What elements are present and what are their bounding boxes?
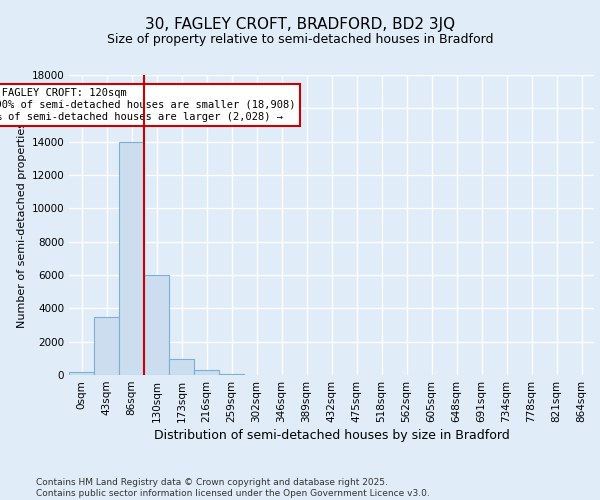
- X-axis label: Distribution of semi-detached houses by size in Bradford: Distribution of semi-detached houses by …: [154, 429, 509, 442]
- Text: 30, FAGLEY CROFT, BRADFORD, BD2 3JQ: 30, FAGLEY CROFT, BRADFORD, BD2 3JQ: [145, 18, 455, 32]
- Text: Size of property relative to semi-detached houses in Bradford: Size of property relative to semi-detach…: [107, 32, 493, 46]
- Bar: [219, 374, 244, 375]
- Bar: [194, 370, 219, 375]
- Bar: [169, 359, 194, 375]
- Y-axis label: Number of semi-detached properties: Number of semi-detached properties: [17, 122, 27, 328]
- Text: Contains HM Land Registry data © Crown copyright and database right 2025.
Contai: Contains HM Land Registry data © Crown c…: [36, 478, 430, 498]
- Bar: [94, 316, 119, 375]
- Bar: [119, 142, 144, 375]
- Bar: [144, 275, 169, 375]
- Bar: [69, 372, 94, 375]
- Text: 30 FAGLEY CROFT: 120sqm
← 90% of semi-detached houses are smaller (18,908)
10% o: 30 FAGLEY CROFT: 120sqm ← 90% of semi-de…: [0, 88, 295, 122]
